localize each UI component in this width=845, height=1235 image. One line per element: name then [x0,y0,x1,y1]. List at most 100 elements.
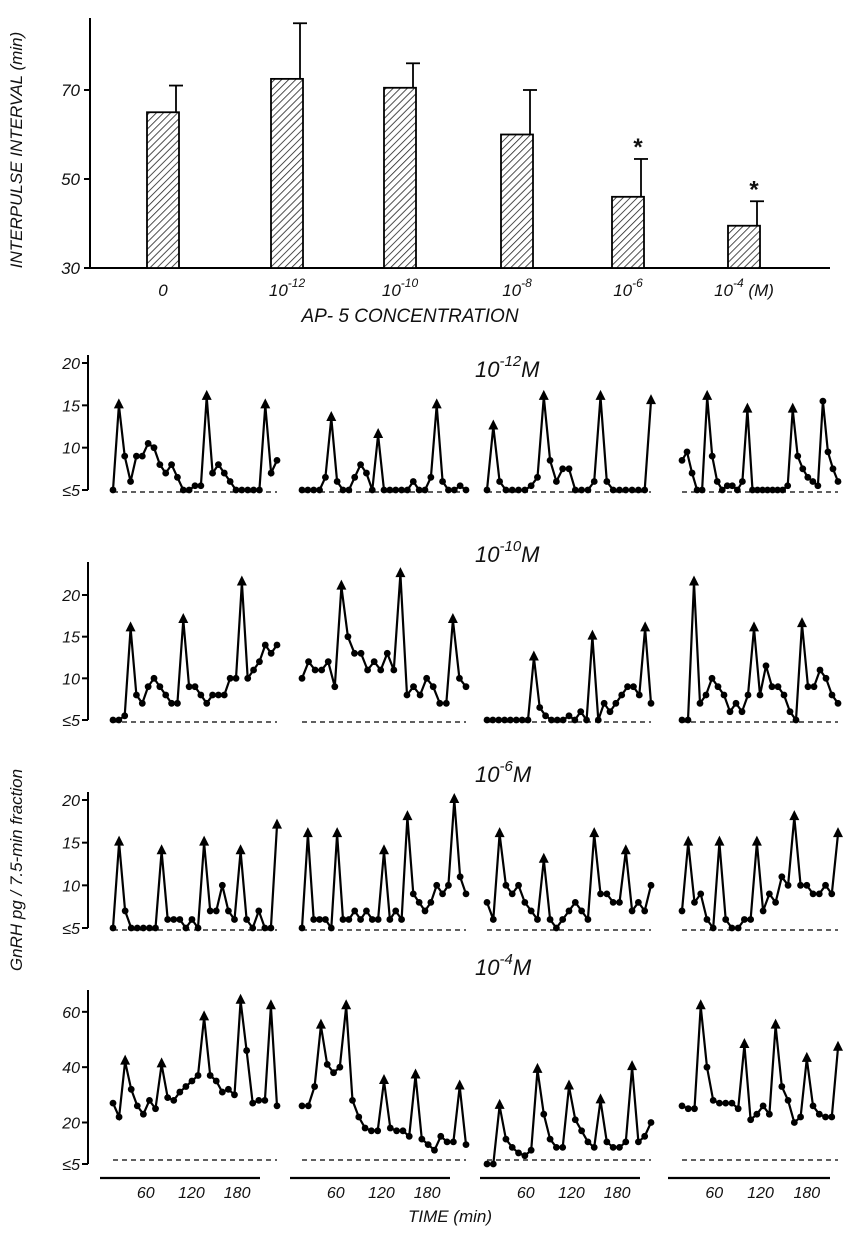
pulse-data-point [168,461,175,468]
pulse-data-point [442,699,450,707]
pulse-data-point [345,916,353,923]
concentration-label: 10-10M [475,538,540,567]
pulse-data-point [109,924,117,932]
pulse-data-point [702,691,710,699]
pulse-data-point [191,683,199,691]
pulse-data-point [170,916,178,923]
pulse-y-tick-label: 40 [62,1060,80,1077]
pulse-data-point [121,452,129,460]
pulse-data-point [524,716,532,724]
pulse-data-point [678,907,686,915]
pulse-data-point [502,486,510,494]
pulse-data-point [357,649,365,657]
pulse-y-tick-label: ≤5 [62,483,80,500]
pulse-data-point [298,924,306,932]
pulse-data-point [368,916,376,923]
pulse-data-point [641,1132,649,1140]
pulse-data-point [226,478,234,485]
pulse-data-point [138,699,146,707]
pulse-data-point [628,907,636,915]
bar-category-label: 10-8 [502,276,532,300]
pulse-data-point [720,691,728,699]
pulse-data-point [603,1138,611,1146]
pulse-data-point [527,1146,535,1154]
pulse-data-point [238,486,246,494]
pulse-data-point [261,641,269,649]
pulse-y-axis-label: GnRH pg / 7.5-min fraction [7,769,26,971]
pulse-data-point [256,486,263,494]
pulse-series-line [682,582,839,724]
pulse-data-point [188,916,196,923]
pulse-data-point [415,486,423,494]
bar-y-tick-label: 70 [61,81,80,100]
bar [383,86,417,269]
pulse-data-point [624,683,631,691]
pulse-data-point [577,708,585,716]
pulse-data-point [194,1072,202,1079]
pulse-peak-marker [199,835,210,846]
pulse-data-point [250,486,257,494]
pulse-data-point [445,881,452,889]
pulse-data-point [709,1096,717,1104]
pulse-data-point [127,924,135,932]
pulse-data-point [191,482,199,490]
pulse-data-point [374,1127,382,1135]
pulse-data-point [784,1096,792,1104]
time-tick-label: 60 [517,1185,535,1202]
pulse-data-point [390,666,398,674]
pulse-peak-marker [494,1098,505,1109]
pulse-data-point [784,482,792,490]
pulse-data-point [534,916,541,923]
pulse-data-point [778,873,786,881]
pulse-data-point [786,708,794,716]
pulse-data-point [603,478,611,485]
pulse-peak-marker [538,389,549,400]
pulse-data-point [144,683,152,691]
pulse-y-tick-label: 10 [62,878,80,895]
pulse-data-point [250,666,257,674]
pulse-data-point [797,881,804,889]
pulse-data-point [822,1113,829,1121]
pulse-peak-marker [640,621,651,632]
pulse-data-point [738,708,746,716]
pulse-data-point [829,465,837,473]
pulse-peak-marker [449,793,460,803]
pulse-data-point [762,662,770,670]
pulse-peak-marker [114,835,125,846]
pulse-data-point [518,716,526,724]
pulse-data-point [774,486,782,494]
pulse-data-point [741,916,748,923]
pulse-data-point [215,691,222,699]
pulse-data-point [815,1110,823,1118]
pulse-data-point [722,916,730,923]
pulse-series-line [681,396,840,492]
pulse-data-point [822,881,829,889]
pulse-panel-row: 10-6M 20 15 10 ≤5 [61,758,843,938]
pulse-data-point [603,890,611,898]
pulse-data-point [797,1113,804,1121]
pulse-data-point [327,924,335,932]
pulse-data-point [156,683,164,691]
pulse-data-point [616,899,623,906]
pulse-data-point [416,691,424,699]
pulse-data-point [799,465,807,473]
pulse-peak-marker [260,398,271,409]
pulse-data-point [439,478,446,485]
pulse-data-point [127,478,134,485]
pulse-peak-marker [595,1093,606,1104]
pulse-data-point [571,486,579,494]
pulse-data-point [527,907,535,915]
pulse-data-point [146,1096,153,1104]
pulse-data-point [542,712,549,720]
bar-y-tick-label: 50 [61,170,80,189]
pulse-peak-marker [494,827,505,838]
pulse-data-point [684,716,692,724]
pulse-data-point [188,1077,196,1085]
pulse-data-point [571,716,579,724]
pulse-data-point [612,699,620,707]
bar [146,111,180,269]
time-tick-label: 180 [414,1185,441,1202]
pulse-data-point [696,699,704,707]
pulse-data-point [765,890,773,898]
pulse-data-point [398,916,405,923]
